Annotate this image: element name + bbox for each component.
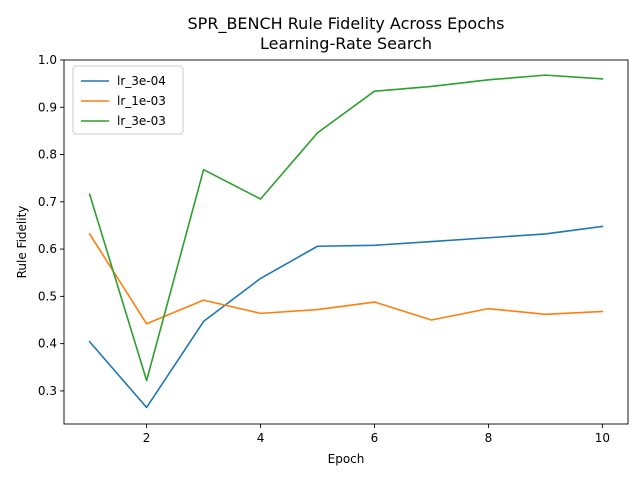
series-line-lr_1e-03 [88, 232, 604, 325]
legend-label-lr_3e-04: lr_3e-04 [117, 74, 166, 88]
y-tick-label: 1.0 [38, 53, 57, 67]
y-tick-label: 0.6 [38, 242, 57, 256]
plot-area: 2 4 6 8 10 0.3 0.4 0.5 0.6 0.7 0.8 0.9 1.0 [38, 53, 629, 445]
y-tick-label: 0.9 [38, 100, 57, 114]
legend-box [72, 65, 184, 135]
legend: lr_3e-04 lr_1e-03 lr_3e-03 [72, 65, 184, 135]
chart-title: SPR_BENCH Rule Fidelity Across Epochs [188, 14, 505, 34]
axes-frame [63, 59, 629, 425]
x-axis-label: Epoch [328, 452, 365, 466]
x-tick-label: 4 [257, 431, 265, 445]
y-tick-label: 0.4 [38, 337, 57, 351]
legend-label-lr_3e-03: lr_3e-03 [117, 114, 166, 128]
series-line-lr_3e-04 [88, 225, 604, 409]
x-tick-label: 8 [485, 431, 493, 445]
x-tick-label: 6 [371, 431, 379, 445]
x-tick-label: 2 [143, 431, 151, 445]
chart-subtitle: Learning-Rate Search [260, 34, 432, 53]
legend-label-lr_1e-03: lr_1e-03 [117, 94, 166, 108]
y-tick-label: 0.7 [38, 195, 57, 209]
y-tick-label: 0.8 [38, 148, 57, 162]
series-line-lr_3e-03 [88, 74, 604, 382]
y-axis-label: Rule Fidelity [15, 206, 29, 279]
x-tick-label: 10 [595, 431, 610, 445]
y-tick-label: 0.3 [38, 384, 57, 398]
y-tick-label: 0.5 [38, 289, 57, 303]
